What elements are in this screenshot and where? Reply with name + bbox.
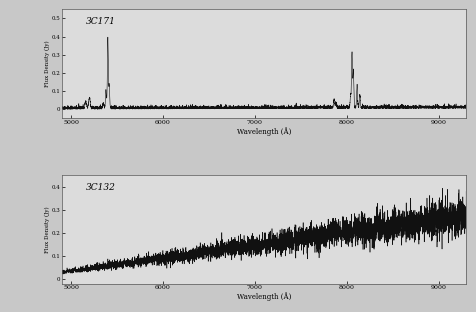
X-axis label: Wavelength (Å): Wavelength (Å) [237, 292, 291, 301]
Text: 3C132: 3C132 [86, 183, 116, 192]
X-axis label: Wavelength (Å): Wavelength (Å) [237, 127, 291, 135]
Y-axis label: Flux Density (Jy): Flux Density (Jy) [44, 206, 50, 253]
Text: 3C171: 3C171 [86, 17, 116, 26]
Y-axis label: Flux Density (Jy): Flux Density (Jy) [44, 41, 50, 87]
